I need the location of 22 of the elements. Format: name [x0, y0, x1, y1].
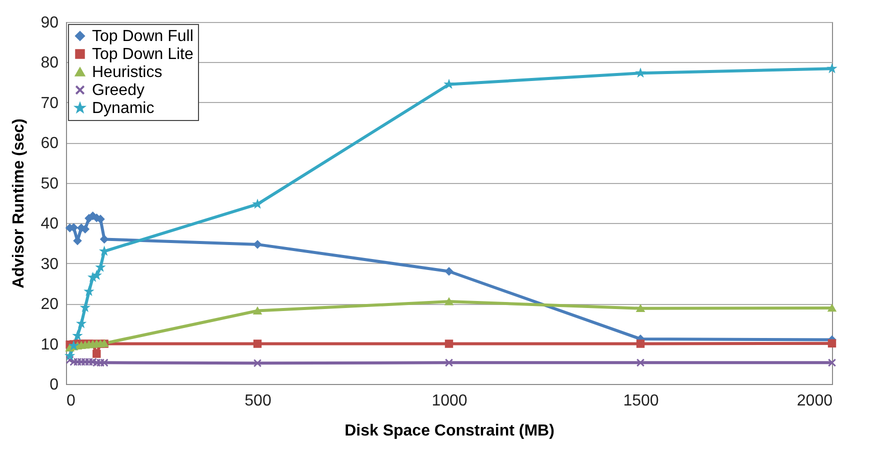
legend-label: Heuristics — [92, 64, 162, 81]
legend-label: Top Down Lite — [92, 46, 194, 63]
y-tick-label: 90 — [40, 14, 59, 32]
x-tick-label: 1000 — [432, 392, 468, 410]
x-axis-title: Disk Space Constraint (MB) — [344, 422, 554, 440]
y-tick-label: 50 — [40, 175, 59, 192]
y-tick-label: 40 — [40, 216, 59, 233]
y-tick-label: 0 — [50, 376, 59, 394]
x-tick-label: 0 — [66, 392, 76, 410]
legend-label: Dynamic — [92, 100, 154, 117]
x-tick-label: 500 — [244, 392, 272, 410]
y-tick-label: 10 — [40, 336, 59, 354]
y-axis-title: Advisor Runtime (sec) — [10, 118, 28, 288]
y-tick-label: 80 — [40, 54, 59, 72]
y-tick-label: 20 — [40, 296, 59, 314]
legend-label: Top Down Full — [92, 28, 194, 45]
y-tick-label: 70 — [40, 94, 59, 112]
y-tick-label: 30 — [40, 256, 59, 273]
y-tick-label: 60 — [40, 135, 59, 152]
x-tick-label: 1500 — [623, 392, 659, 410]
legend-label: Greedy — [92, 82, 144, 99]
x-tick-label: 2000 — [796, 392, 833, 410]
